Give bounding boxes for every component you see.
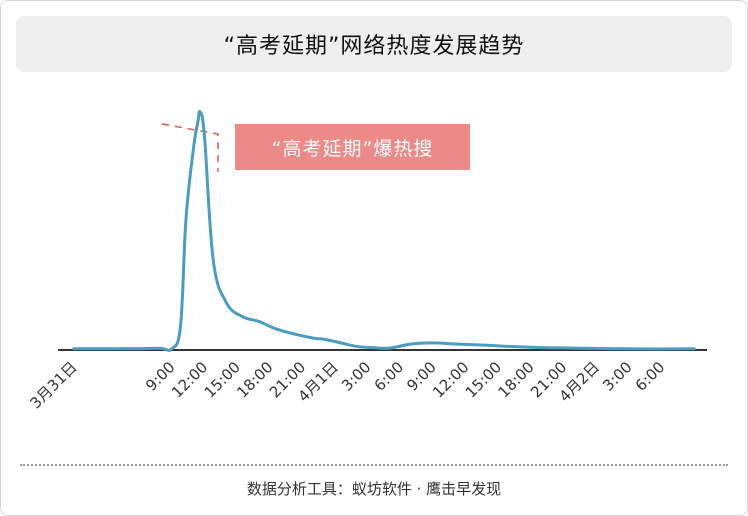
annotation-label: “高考延期”爆热搜 [271, 137, 434, 160]
annotation-leader-line [161, 123, 219, 172]
x-tick-label: 3:00 [338, 358, 375, 395]
x-tick-label: 3月31日 [27, 358, 81, 412]
x-tick-label: 18:00 [233, 358, 276, 401]
x-tick-label: 6:00 [371, 358, 408, 395]
annotation-leader [161, 123, 219, 172]
x-tick-label: 6:00 [632, 358, 669, 395]
x-tick-label: 15:00 [201, 358, 244, 401]
x-tick-label: 3:00 [599, 358, 636, 395]
title-bar: “高考延期”网络热度发展趋势 [16, 16, 732, 72]
x-axis-ticks: 3月31日 9:0012:0015:0018:0021:004月1日3:006:0… [27, 358, 669, 412]
footer-divider [20, 464, 728, 466]
x-tick-label: 12:00 [429, 358, 472, 401]
x-tick-label: 18:00 [494, 358, 537, 401]
plot-area [58, 109, 707, 352]
x-tick-label: 12:00 [168, 358, 211, 401]
x-tick-label: 15:00 [462, 358, 505, 401]
chart-title: “高考延期”网络热度发展趋势 [223, 34, 525, 59]
annotation-box: “高考延期”爆热搜 [235, 124, 470, 170]
series-line-0 [72, 109, 696, 352]
data-source-label: 数据分析工具：蚁坊软件 · 鹰击早发现 [246, 480, 502, 498]
